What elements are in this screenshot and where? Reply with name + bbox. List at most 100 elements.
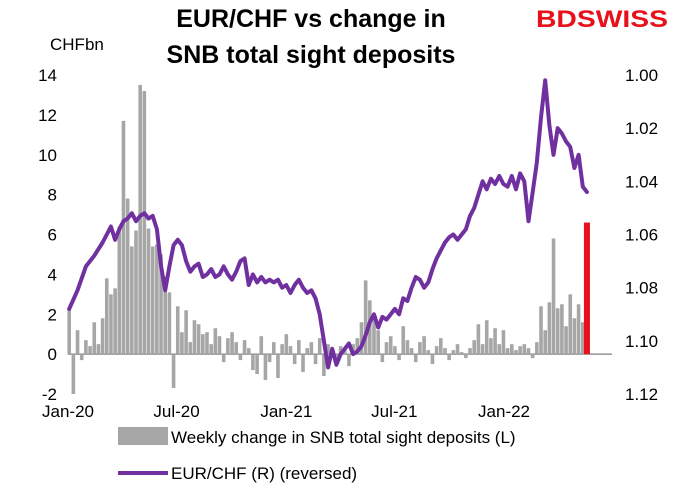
left-tick-label: -2	[42, 385, 57, 404]
bar-mark	[100, 318, 105, 355]
bar-mark	[430, 354, 435, 365]
bar-mark	[455, 344, 460, 355]
x-axis-ticks: Jan-20 Jul-20 Jan-21 Jul-21 Jan-22	[42, 402, 530, 421]
bar-mark	[175, 306, 180, 355]
bar-mark	[338, 346, 343, 355]
bar-mark	[472, 340, 477, 355]
legend-swatch-bars	[118, 427, 168, 445]
bar-mark	[234, 342, 239, 355]
bar-mark	[292, 354, 297, 365]
bar-mark	[443, 348, 447, 355]
bar-mark	[439, 338, 443, 355]
x-tick-label: Jan-22	[478, 402, 530, 421]
bar-mark	[213, 328, 218, 355]
bar-mark	[543, 330, 547, 355]
left-tick-label: 12	[38, 106, 57, 125]
bar-mark	[142, 90, 147, 355]
bar-mark	[92, 322, 97, 355]
bar-mark	[284, 334, 289, 355]
bar-mark	[509, 344, 514, 355]
bar-mark	[163, 276, 168, 355]
bar-mark	[480, 344, 485, 355]
bar-mark	[484, 320, 489, 355]
bar-mark	[326, 344, 330, 355]
right-tick-label: 1.08	[625, 279, 658, 298]
right-tick-label: 1.00	[625, 66, 658, 85]
bar-mark	[405, 340, 410, 355]
right-tick-label: 1.06	[625, 226, 658, 245]
legend-label-bars: Weekly change in SNB total sight deposit…	[171, 428, 516, 447]
left-tick-label: 8	[48, 186, 57, 205]
bar-mark	[280, 344, 284, 355]
bar-mark	[526, 348, 531, 355]
logo-wordmark: BDSWISS	[536, 6, 668, 33]
bar-mark	[535, 342, 539, 355]
bar-mark	[568, 294, 573, 355]
bar-mark	[468, 348, 472, 355]
bar-mark	[276, 354, 280, 379]
bar-mark	[159, 254, 163, 355]
bar-mark	[180, 332, 184, 355]
right-axis-ticks: 1.00 1.02 1.04 1.06 1.08 1.10 1.12	[625, 66, 658, 404]
bar-mark	[413, 354, 418, 363]
x-tick-label: Jan-20	[42, 402, 94, 421]
bar-mark	[130, 246, 134, 355]
bar-mark	[418, 342, 422, 355]
bar-mark	[196, 324, 201, 355]
bar-mark	[317, 338, 322, 355]
line-series	[67, 78, 589, 370]
bar-mark	[138, 84, 142, 355]
right-tick-label: 1.04	[625, 172, 658, 191]
bar-mark	[96, 344, 101, 355]
bar-mark	[422, 336, 426, 355]
bar-mark	[305, 348, 309, 355]
chart-title-line-1: EUR/CHF vs change in	[176, 5, 446, 33]
bar-mark	[226, 338, 230, 355]
left-tick-label: 6	[48, 226, 57, 245]
bar-mark	[451, 350, 456, 355]
right-tick-label: 1.12	[625, 385, 658, 404]
legend-label-line: EUR/CHF (R) (reversed)	[171, 464, 357, 483]
chart-title-line-2: SNB total sight deposits	[167, 41, 456, 69]
bar-mark	[560, 304, 564, 355]
bar-mark	[530, 354, 535, 359]
left-tick-label: 2	[48, 305, 57, 324]
bar-mark	[188, 342, 193, 355]
bar-mark	[246, 348, 251, 355]
bar-mark	[376, 330, 380, 355]
bar-mark	[75, 330, 80, 355]
bar-mark	[121, 120, 126, 355]
bar-mark	[271, 342, 276, 355]
right-tick-label: 1.02	[625, 119, 658, 138]
bar-mark	[201, 334, 205, 355]
bar-mark	[251, 354, 255, 371]
bar-mark	[355, 338, 360, 355]
bar-mark	[221, 354, 226, 363]
legend: Weekly change in SNB total sight deposit…	[118, 427, 516, 483]
left-tick-label: 0	[48, 345, 57, 364]
bar-mark	[576, 304, 581, 355]
bar-mark	[493, 328, 497, 355]
bar-mark	[501, 330, 506, 355]
bar-mark	[230, 332, 234, 355]
eurchf-line	[67, 78, 589, 370]
bar-mark	[242, 340, 247, 355]
bar-mark	[205, 332, 209, 355]
bar-mark	[88, 346, 92, 355]
bar-mark	[476, 324, 481, 355]
bar-mark	[134, 230, 138, 355]
bar-mark	[539, 306, 543, 355]
bar-mark	[384, 342, 389, 355]
bar-mark	[104, 278, 109, 355]
bar-mark	[255, 354, 259, 375]
bar-mark	[347, 354, 351, 367]
bar-mark	[363, 280, 368, 355]
x-tick-label: Jul-20	[153, 402, 199, 421]
bar-mark	[514, 350, 518, 355]
bar-mark	[67, 308, 71, 355]
x-tick-label: Jul-21	[371, 402, 417, 421]
right-tick-label: 1.10	[625, 332, 658, 351]
bar-mark	[117, 226, 122, 355]
bar-mark	[393, 346, 397, 355]
